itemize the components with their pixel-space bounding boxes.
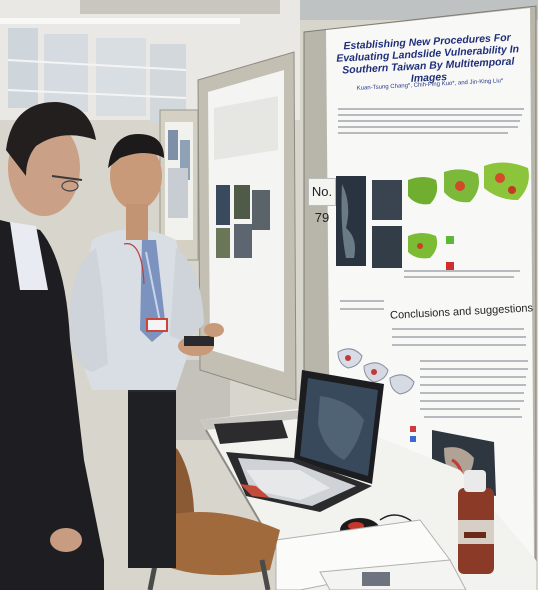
board-number-sign: No. 79 xyxy=(308,178,336,225)
